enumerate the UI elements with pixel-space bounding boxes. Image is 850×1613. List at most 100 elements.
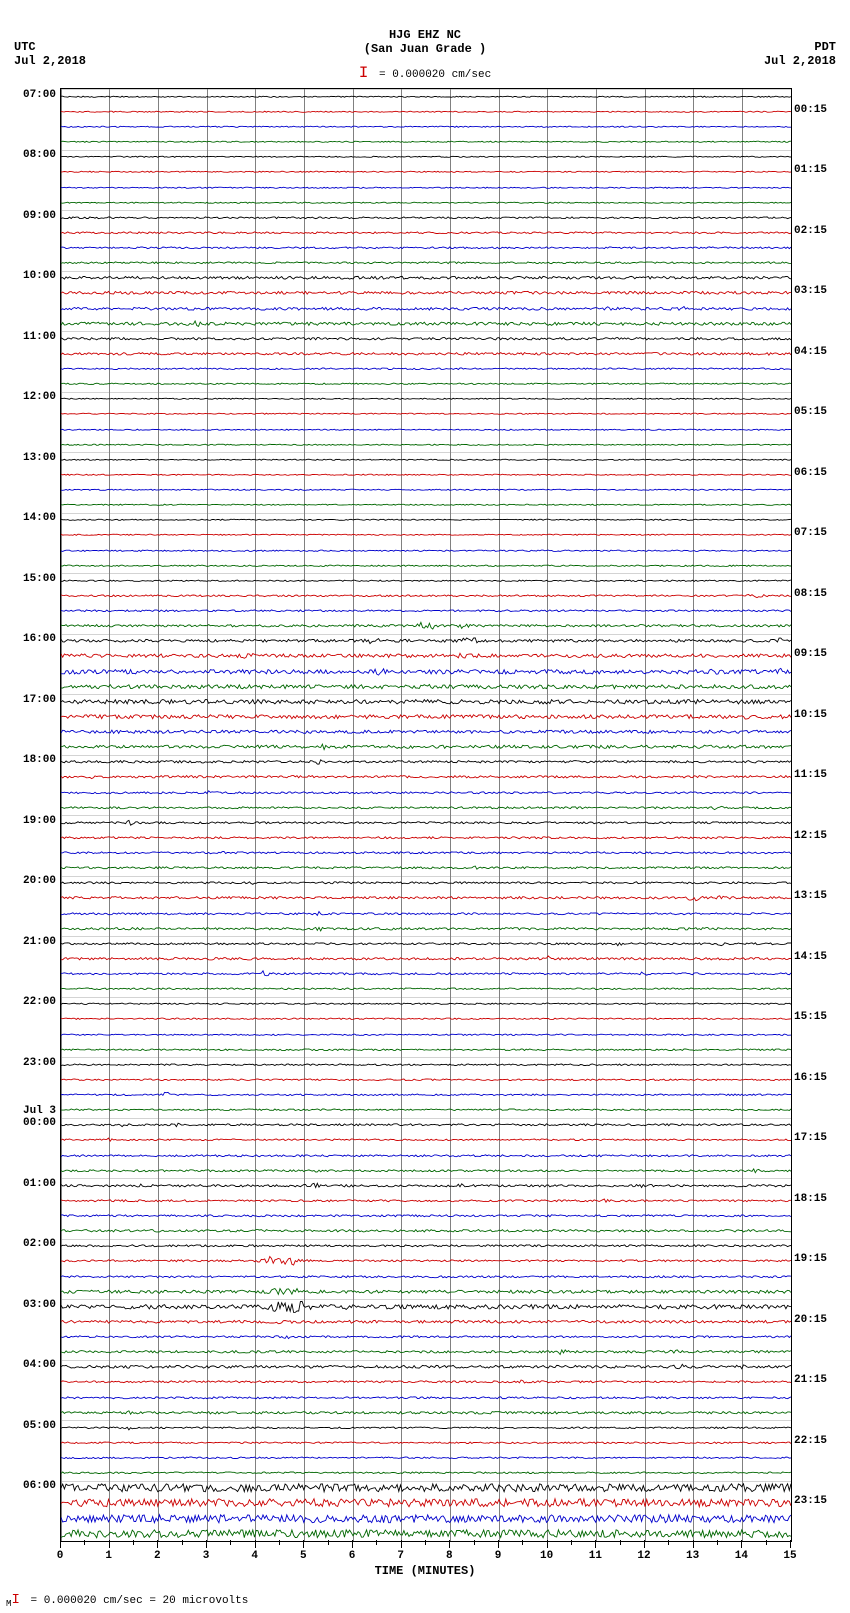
x-tick-label: 9 [495, 1550, 502, 1562]
utc-time-label: 10:00 [23, 270, 56, 282]
pdt-time-label: 08:15 [794, 588, 827, 600]
trace [61, 1443, 791, 1542]
x-tick-label: 11 [589, 1550, 602, 1562]
pdt-time-label: 18:15 [794, 1193, 827, 1205]
x-tick-minor [84, 1540, 85, 1545]
x-tick [401, 1540, 402, 1548]
utc-time-label: 03:00 [23, 1299, 56, 1311]
x-tick [693, 1540, 694, 1548]
scale-bar-label: = 0.000020 cm/sec [372, 69, 491, 81]
pdt-time-label: 00:15 [794, 104, 827, 116]
x-tick-minor [279, 1540, 280, 1545]
x-tick [255, 1540, 256, 1548]
x-tick-minor [230, 1540, 231, 1545]
x-tick-minor [328, 1540, 329, 1545]
station-line: HJG EHZ NC [0, 28, 850, 42]
x-tick-label: 2 [154, 1550, 161, 1562]
pdt-time-label: 02:15 [794, 225, 827, 237]
x-tick-minor [766, 1540, 767, 1545]
seismogram-plot [60, 88, 792, 1542]
x-tick [303, 1540, 304, 1548]
x-tick [595, 1540, 596, 1548]
scale-bar: I = 0.000020 cm/sec [0, 64, 850, 82]
x-tick-minor [376, 1540, 377, 1545]
x-tick-label: 5 [300, 1550, 307, 1562]
tz-left-block: UTC Jul 2,2018 [14, 40, 86, 68]
utc-time-label: 19:00 [23, 815, 56, 827]
x-tick-label: 0 [57, 1550, 64, 1562]
x-tick-label: 3 [203, 1550, 210, 1562]
pdt-time-label: 06:15 [794, 467, 827, 479]
pdt-time-label: 10:15 [794, 709, 827, 721]
pdt-time-label: 20:15 [794, 1314, 827, 1326]
utc-time-label: 16:00 [23, 633, 56, 645]
x-tick-label: 7 [397, 1550, 404, 1562]
x-tick-minor [133, 1540, 134, 1545]
x-tick [352, 1540, 353, 1548]
x-tick-label: 12 [637, 1550, 650, 1562]
x-tick-minor [474, 1540, 475, 1545]
x-tick [790, 1540, 791, 1548]
x-tick-label: 10 [540, 1550, 553, 1562]
pdt-time-label: 15:15 [794, 1011, 827, 1023]
x-tick [60, 1540, 61, 1548]
utc-day-label: Jul 3 [23, 1105, 56, 1117]
utc-time-label: 04:00 [23, 1359, 56, 1371]
x-tick [109, 1540, 110, 1548]
x-tick-minor [668, 1540, 669, 1545]
x-tick-label: 1 [105, 1550, 112, 1562]
x-axis-title: TIME (MINUTES) [60, 1564, 790, 1578]
utc-time-label: 05:00 [23, 1420, 56, 1432]
utc-time-label: 06:00 [23, 1480, 56, 1492]
date-left: Jul 2,2018 [14, 54, 86, 68]
utc-time-label: 01:00 [23, 1178, 56, 1190]
utc-time-label: 14:00 [23, 512, 56, 524]
pdt-time-label: 22:15 [794, 1435, 827, 1447]
pdt-time-label: 23:15 [794, 1495, 827, 1507]
x-tick-minor [717, 1540, 718, 1545]
pdt-time-label: 12:15 [794, 830, 827, 842]
pdt-time-label: 04:15 [794, 346, 827, 358]
x-tick-minor [571, 1540, 572, 1545]
pdt-time-label: 13:15 [794, 890, 827, 902]
date-right: Jul 2,2018 [764, 54, 836, 68]
pdt-time-label: 11:15 [794, 769, 827, 781]
pdt-time-label: 21:15 [794, 1374, 827, 1386]
utc-time-label: 22:00 [23, 996, 56, 1008]
title-block: HJG EHZ NC (San Juan Grade ) [0, 28, 850, 56]
utc-time-label: 18:00 [23, 754, 56, 766]
x-tick [741, 1540, 742, 1548]
x-tick-label: 8 [446, 1550, 453, 1562]
pdt-time-label: 16:15 [794, 1072, 827, 1084]
seismogram-page: HJG EHZ NC (San Juan Grade ) I = 0.00002… [0, 0, 850, 1613]
x-tick [206, 1540, 207, 1548]
x-tick-label: 6 [349, 1550, 356, 1562]
x-axis: TIME (MINUTES) 0123456789101112131415 [60, 1540, 790, 1580]
pdt-time-label: 17:15 [794, 1132, 827, 1144]
x-tick [547, 1540, 548, 1548]
utc-time-label: 09:00 [23, 210, 56, 222]
utc-time-label: 00:00 [23, 1117, 56, 1129]
utc-time-label: 23:00 [23, 1057, 56, 1069]
pdt-time-label: 03:15 [794, 285, 827, 297]
x-tick-minor [425, 1540, 426, 1545]
utc-time-label: 12:00 [23, 391, 56, 403]
x-tick-minor [182, 1540, 183, 1545]
pdt-time-label: 01:15 [794, 164, 827, 176]
pdt-time-label: 19:15 [794, 1253, 827, 1265]
tz-right: PDT [764, 40, 836, 54]
tz-left: UTC [14, 40, 86, 54]
x-tick-label: 4 [251, 1550, 258, 1562]
utc-time-label: 02:00 [23, 1238, 56, 1250]
x-tick-label: 14 [735, 1550, 748, 1562]
x-tick-minor [620, 1540, 621, 1545]
pdt-time-label: 14:15 [794, 951, 827, 963]
x-tick [644, 1540, 645, 1548]
pdt-time-label: 09:15 [794, 648, 827, 660]
x-tick [498, 1540, 499, 1548]
x-tick-label: 15 [783, 1550, 796, 1562]
pdt-time-label: 05:15 [794, 406, 827, 418]
utc-time-label: 07:00 [23, 89, 56, 101]
utc-time-label: 15:00 [23, 573, 56, 585]
utc-time-label: 17:00 [23, 694, 56, 706]
